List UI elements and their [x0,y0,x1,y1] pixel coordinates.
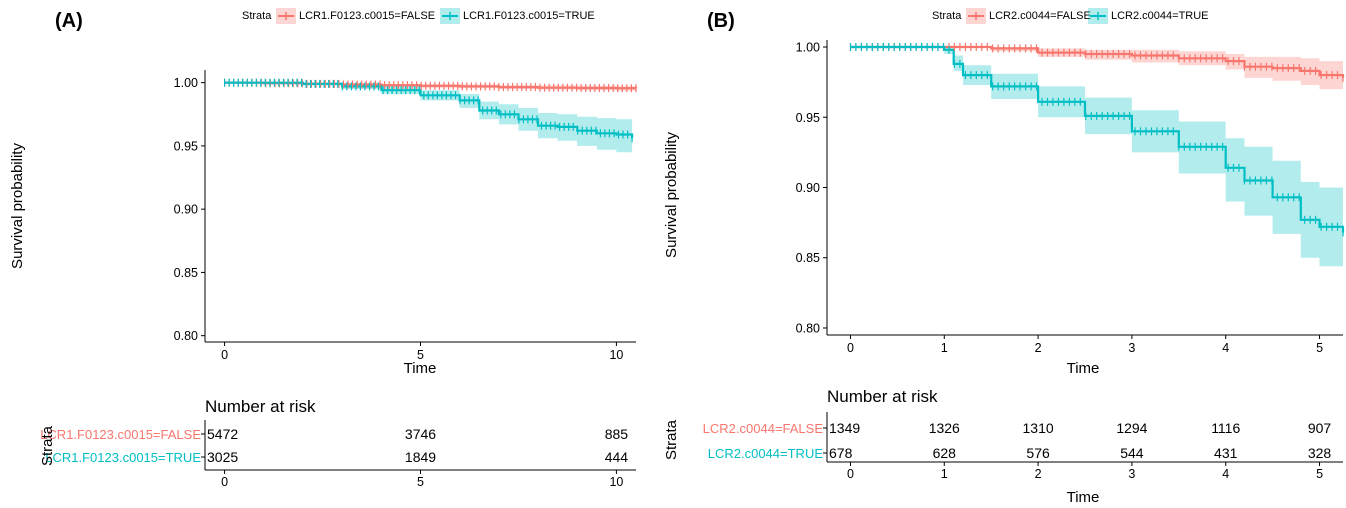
panel-b-risk-row-label-0: LCR2.c0044=FALSE [703,421,824,436]
panel-a-censor-marks [224,78,637,143]
panel-b-x-tick-label-3: 3 [1128,341,1135,355]
panel-b-y-tick-label-1: 0.85 [796,251,820,265]
panel-a-legend-label-1: LCR1.F0123.c0015=TRUE [463,10,595,22]
panel-a-risk-x-tick-label-1: 5 [417,475,424,489]
panel-b-risk-count-0-4: 1116 [1211,420,1240,436]
panel-a-risk-count-0-0: 5472 [207,426,238,442]
panel-b-risk-count-1-0: 678 [829,445,853,461]
panel-b-legend-label-0: LCR2.c0044=FALSE [989,10,1091,22]
panel-a-risk-strata-title: Strata [39,425,56,466]
panel-b-curve-0 [850,45,1345,78]
panel-b-survival-curves [850,45,1345,233]
panel-b-risk-x-axis-title: Time [1067,489,1100,506]
panel-a-risk-count-0-1: 3746 [405,426,436,442]
panel-a-label: (A) [55,10,83,32]
panel-a-y-axis-title: Survival probability [9,143,26,269]
panel-b-risk-x-ticks: 0 1 2 3 4 5 [847,462,1323,481]
panel-b-censor-1 [849,43,1344,237]
panel-a-risk-x-tick-label-0: 0 [221,475,228,489]
panel-b-risk-count-0-5: 907 [1308,420,1332,436]
panel-a-y-tick-label-4: 1.00 [174,76,198,90]
panel-b-x-axis-title: Time [1067,360,1100,377]
panel-b-risk-count-0-3: 1294 [1116,420,1147,436]
panel-b-x-tick-label-5: 5 [1316,341,1323,355]
panel-b-risk-count-0-1: 1326 [929,420,960,436]
panel-a-y-tick-label-3: 0.95 [174,139,198,153]
panel-b-risk-x-tick-label-4: 4 [1222,467,1229,481]
panel-a-x-ticks: 0 5 10 [221,342,623,362]
panel-a-risk-count-0-2: 885 [605,426,629,442]
panel-a-legend-title: Strata [242,10,272,22]
panel-b-survival-plot: 0.80 0.85 0.90 0.95 1.00 0 1 2 3 4 5 Time Surviva… [663,40,1345,377]
panel-b-y-tick-label-3: 0.95 [796,111,820,125]
panel-b-y-ticks: 0.80 0.85 0.90 0.95 1.00 [796,41,827,335]
panel-b-risk-count-1-4: 431 [1214,445,1238,461]
panel-a-risk-count-1-0: 3025 [207,449,238,465]
panel-a-risk-x-tick-label-2: 10 [609,475,623,489]
panel-b-legend-title: Strata [932,10,962,22]
panel-b-x-tick-label-2: 2 [1035,341,1042,355]
panel-b-x-tick-label-1: 1 [941,341,948,355]
panel-a-risk-count-1-1: 1849 [405,449,436,465]
panel-a-risk-x-ticks: 0 5 10 [221,470,623,489]
panel-a-x-tick-label-0: 0 [221,348,228,362]
panel-a-x-axis-title: Time [404,360,437,377]
panel-b-legend-label-1: LCR2.c0044=TRUE [1111,10,1209,22]
panel-b-risk-count-0-0: 1349 [829,420,860,436]
panel-a-legend: Strata LCR1.F0123.c0015=FALSE LCR1.F0123… [242,8,595,24]
panel-a-risk-row-label-1: LCR1.F0123.c0015=TRUE [45,450,201,465]
panel-b-risk-count-1-3: 544 [1120,445,1144,461]
panel-b-risk-x-tick-label-2: 2 [1035,467,1042,481]
panel-b-risk-count-1-5: 328 [1308,445,1332,461]
panel-b-x-ticks: 0 1 2 3 4 5 [847,335,1323,355]
panel-b-risk-table: Number at risk LCR2.c0044=FALSE 1349 1326 1… [663,387,1343,506]
panel-a-risk-rows: LCR1.F0123.c0015=FALSE 5472 3746 885 LCR1.F0… [40,426,628,465]
panel-b-risk-x-tick-label-0: 0 [847,467,854,481]
panel-a-legend-label-0: LCR1.F0123.c0015=FALSE [299,10,435,22]
panel-b-legend: Strata LCR2.c0044=FALSE LCR2.c0044=TRUE [932,8,1209,24]
panel-b-y-tick-label-2: 0.90 [796,181,820,195]
panel-a-risk-row-label-0: LCR1.F0123.c0015=FALSE [40,427,201,442]
panel-b-curve-1 [850,45,1345,233]
panel-a-risk-count-1-2: 444 [605,449,629,465]
panel-a-y-tick-label-2: 0.90 [174,203,198,217]
panel-b-risk-x-tick-label-5: 5 [1316,467,1323,481]
panel-a-risk-table: Number at risk LCR1.F0123.c0015=FALSE 547… [39,397,636,489]
panel-a-x-tick-label-2: 10 [609,348,623,362]
panel-b-risk-count-0-2: 1310 [1023,420,1054,436]
panel-b-risk-strata-title: Strata [663,419,680,460]
panel-a-confidence-bands [224,82,636,156]
panel-b-risk-count-1-1: 628 [933,445,957,461]
panel-b-y-tick-label-4: 1.00 [796,41,820,55]
panel-b-confidence-bands [850,47,1343,275]
panel-b-risk-title: Number at risk [827,387,938,406]
panel-b-risk-x-tick-label-3: 3 [1128,467,1135,481]
panel-a-x-tick-label-1: 5 [417,348,424,362]
panel-b-risk-rows: LCR2.c0044=FALSE 1349 1326 1310 1294 1116 907 L… [703,420,1332,461]
panel-a-survival-plot: 0.80 0.85 0.90 0.95 1.00 0 5 10 Time Survival … [9,70,638,377]
panel-b-risk-count-1-2: 576 [1026,445,1050,461]
panel-b-risk-x-tick-label-1: 1 [941,467,948,481]
panel-a-y-tick-label-0: 0.80 [174,329,198,343]
panel-a: (A) Strata LCR1.F0123.c0015=FALSE LCR1.F… [9,8,638,489]
panel-b-y-tick-label-0: 0.80 [796,321,820,335]
panel-a-risk-title: Number at risk [205,397,316,416]
panel-b-risk-row-label-1: LCR2.c0044=TRUE [708,446,824,461]
panel-a-y-ticks: 0.80 0.85 0.90 0.95 1.00 [174,76,205,343]
panel-b-y-axis-title: Survival probability [663,132,680,258]
panel-b-x-tick-label-0: 0 [847,341,854,355]
panel-b-x-tick-label-4: 4 [1222,341,1229,355]
panel-a-censor-1 [224,78,633,143]
panel-b-band-1 [850,47,1343,275]
panel-b-censor-marks [849,43,1344,237]
panel-b: (B) Strata LCR2.c0044=FALSE LCR2.c0044=T… [663,8,1345,506]
panel-b-label: (B) [707,10,735,32]
panel-a-y-tick-label-1: 0.85 [174,266,198,280]
